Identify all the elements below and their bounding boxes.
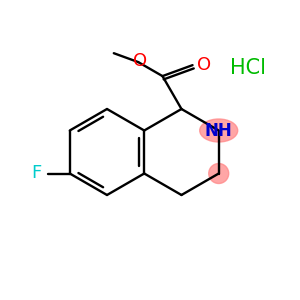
Ellipse shape	[200, 119, 238, 142]
Text: NH: NH	[205, 122, 232, 140]
Text: O: O	[133, 52, 147, 70]
Text: F: F	[32, 164, 42, 182]
Text: HCl: HCl	[230, 58, 266, 78]
Text: O: O	[196, 56, 211, 74]
Circle shape	[209, 164, 229, 184]
